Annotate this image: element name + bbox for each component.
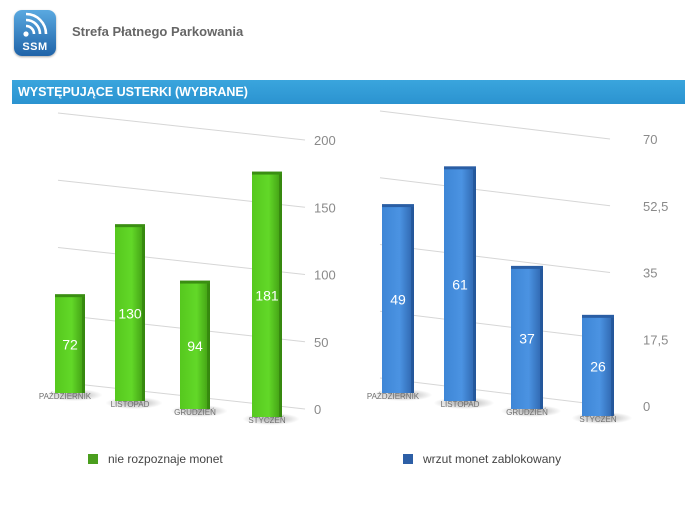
y-tick-label: 150 <box>314 200 336 215</box>
data-label: 26 <box>590 358 606 374</box>
app-title: Strefa Płatnego Parkowania <box>72 24 244 39</box>
y-tick-label: 17,5 <box>643 332 668 347</box>
bar-side <box>279 173 282 417</box>
chart-blue: 0 17,5 35 52,5 70 49 PAŹDZIERNIK 61 LISTOPAD 37 GR… <box>367 110 668 424</box>
bar-side <box>411 206 414 393</box>
data-label: 94 <box>187 338 203 354</box>
category-label: STYCZEŃ <box>248 416 286 425</box>
legend-swatch-blue <box>403 454 413 464</box>
category-label: GRUDZIEŃ <box>506 408 548 417</box>
bar-green <box>55 296 85 393</box>
category-label: PAŹDZIERNIK <box>367 392 420 401</box>
legend-label-blue: wrzut monet zablokowany <box>423 452 562 466</box>
chart-green: 0 50 100 150 200 72 PAŹDZIERNIK 130 LISTOPAD 94 GR… <box>39 112 336 425</box>
y-tick-label: 0 <box>314 402 321 417</box>
y-tick-label: 50 <box>314 335 328 350</box>
data-label: 130 <box>118 306 142 322</box>
y-tick-label: 0 <box>643 399 650 414</box>
bar-green <box>252 173 282 417</box>
bar-blue <box>382 206 414 393</box>
data-label: 49 <box>390 292 406 308</box>
data-label: 181 <box>255 287 279 303</box>
bar-green <box>180 282 210 409</box>
bar-top <box>180 280 210 284</box>
y-tick-label: 35 <box>643 266 657 281</box>
bar-side <box>611 316 614 416</box>
logo-text: SSM <box>22 41 48 53</box>
bar-blue <box>444 168 476 401</box>
bar-side <box>142 226 145 401</box>
section-banner: WYSTĘPUJĄCE USTERKI (WYBRANE) <box>12 80 685 104</box>
bar-side <box>82 296 85 393</box>
data-label: 72 <box>62 337 78 353</box>
data-label: 37 <box>519 330 535 346</box>
bar-top <box>444 166 476 170</box>
legend-label-green: nie rozpoznaje monet <box>108 452 223 466</box>
bar-side <box>540 267 543 409</box>
category-label: GRUDZIEŃ <box>174 408 216 417</box>
bar-top <box>382 204 414 208</box>
gridline <box>379 244 611 273</box>
bar-top <box>582 314 614 318</box>
bar-blue <box>511 267 543 409</box>
legend-blue: wrzut monet zablokowany <box>403 452 561 466</box>
ssm-logo: SSM <box>14 10 56 56</box>
data-label: 61 <box>452 277 468 293</box>
bar-side <box>207 282 210 409</box>
bar-green <box>115 226 145 401</box>
legend-swatch-green <box>88 454 98 464</box>
gridline <box>379 110 611 140</box>
bar-top <box>115 224 145 228</box>
gridline <box>379 377 611 407</box>
bar-top <box>511 265 543 269</box>
y-tick-label: 100 <box>314 268 336 283</box>
gridline <box>57 112 306 141</box>
bar-top <box>252 171 282 175</box>
banner-title: WYSTĘPUJĄCE USTERKI (WYBRANE) <box>18 85 248 99</box>
category-label: LISTOPAD <box>111 400 150 409</box>
bar-top <box>55 294 85 298</box>
category-label: LISTOPAD <box>441 400 480 409</box>
y-tick-label: 70 <box>643 132 657 147</box>
bar-side <box>473 168 476 401</box>
category-label: STYCZEŃ <box>579 415 617 424</box>
legend-green: nie rozpoznaje monet <box>88 452 223 466</box>
gridline <box>379 310 611 340</box>
category-label: PAŹDZIERNIK <box>39 392 92 401</box>
y-tick-label: 200 <box>314 133 336 148</box>
y-tick-label: 52,5 <box>643 199 668 214</box>
bar-blue <box>582 316 614 416</box>
gridline <box>379 177 611 207</box>
